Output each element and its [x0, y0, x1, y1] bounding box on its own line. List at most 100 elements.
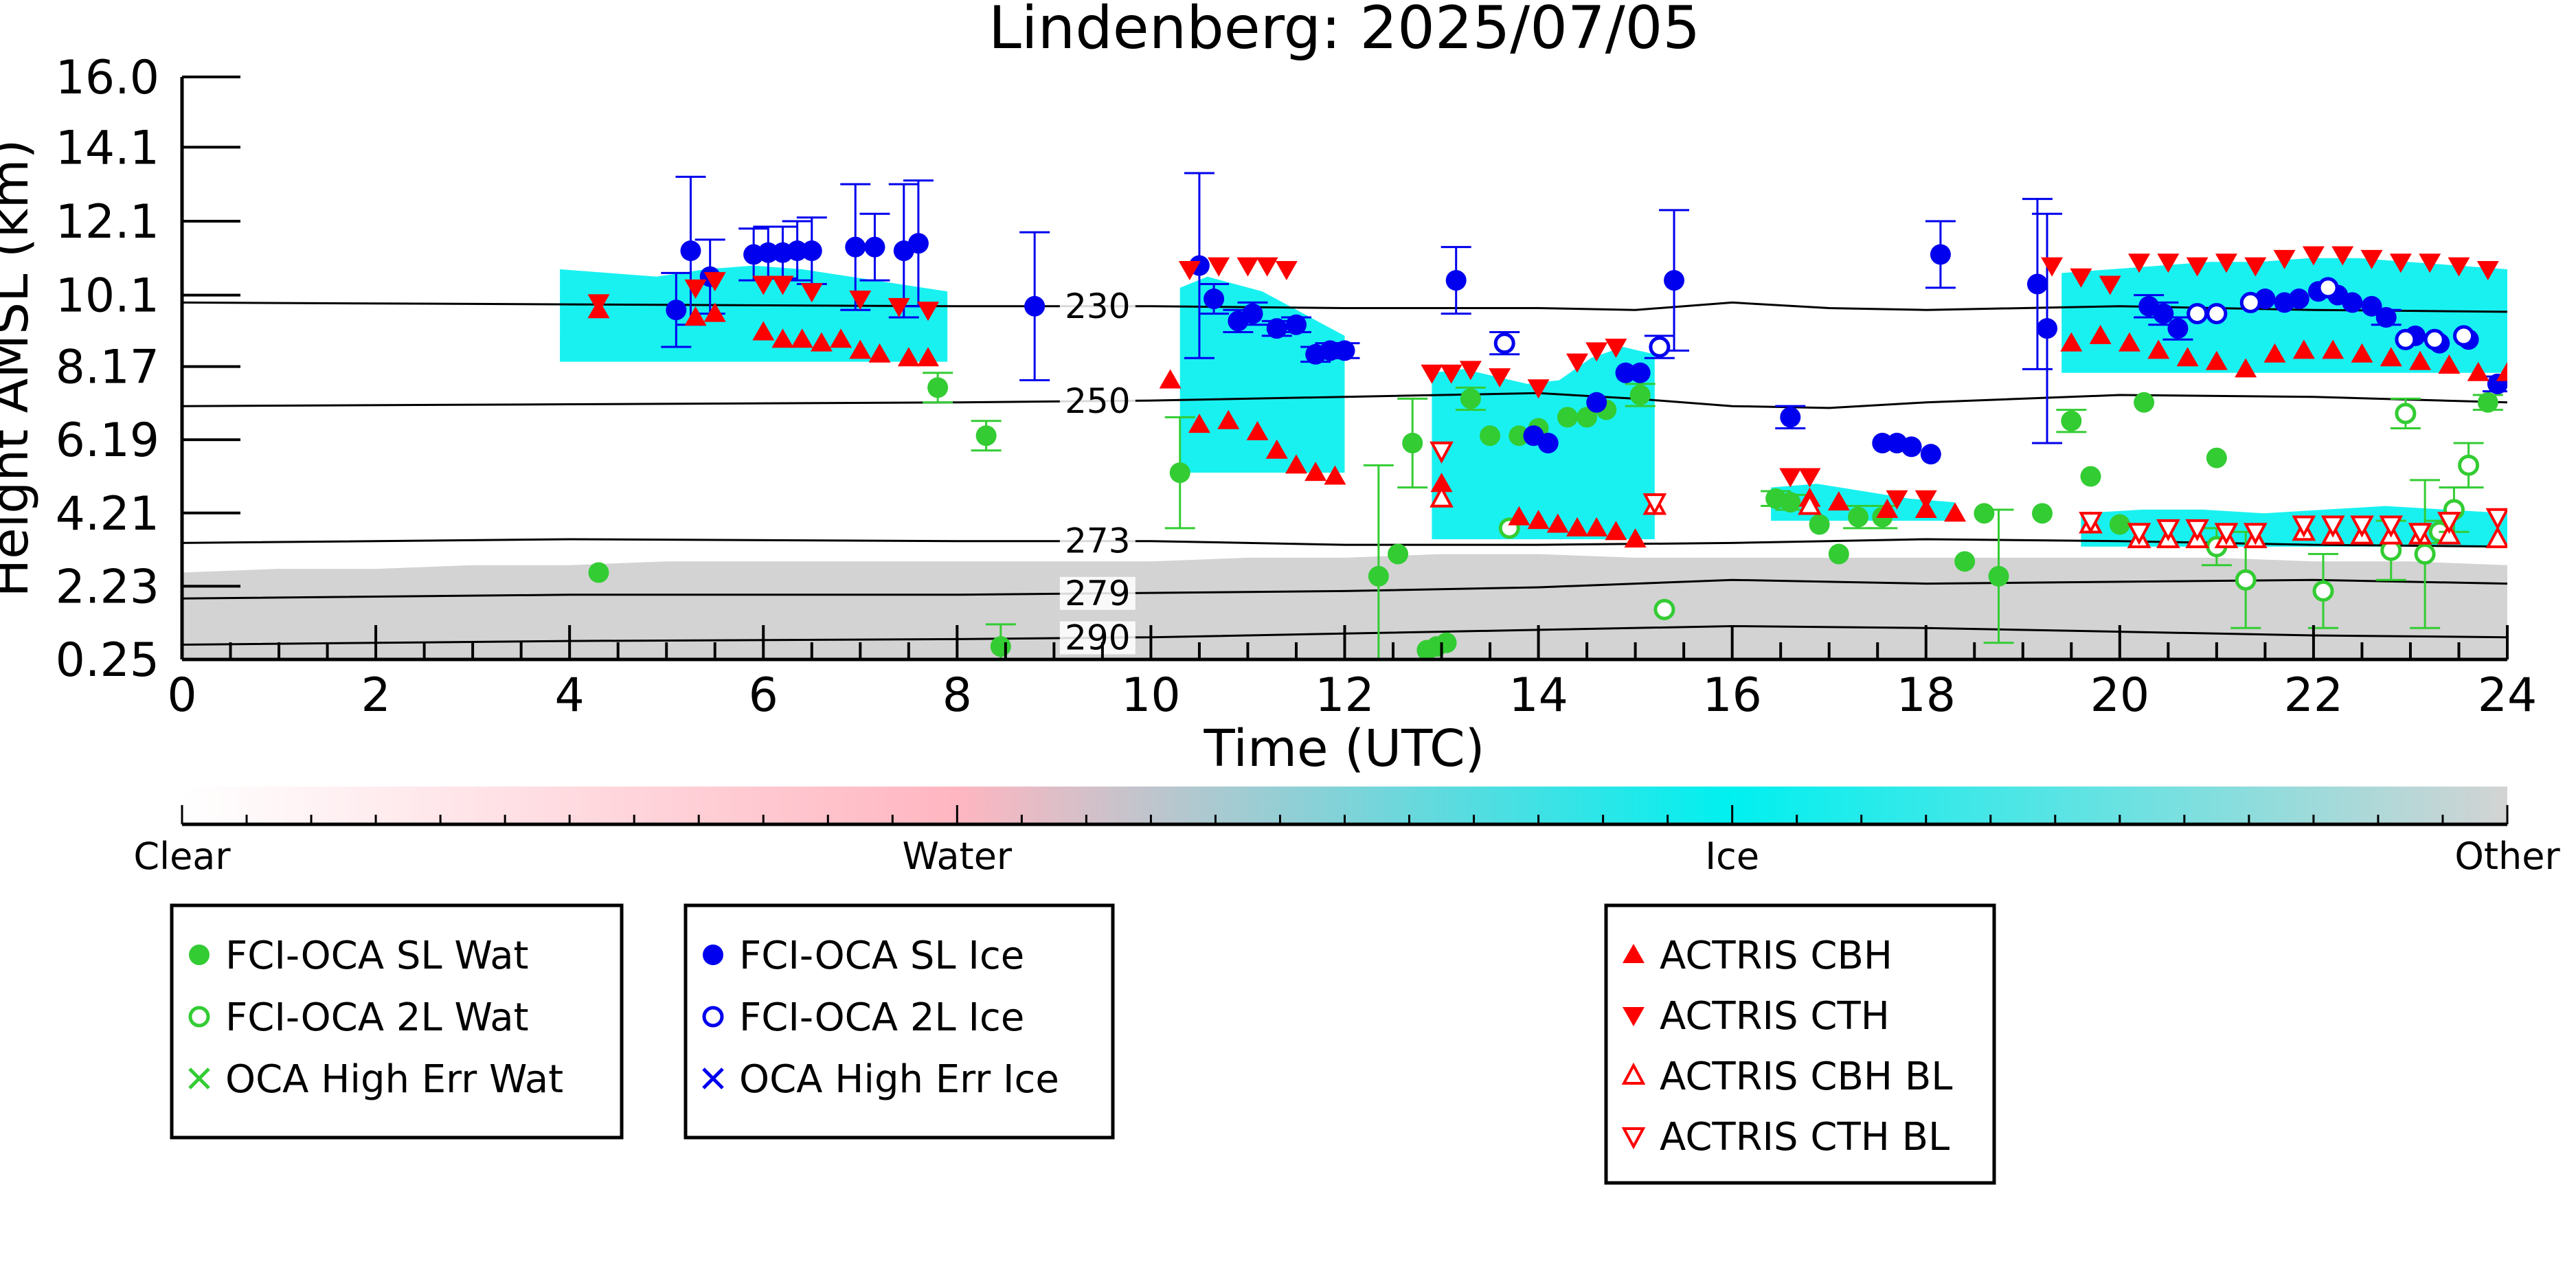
- point-actris-cbh-26: [1605, 521, 1627, 541]
- point-fci-oca-sl-ice-21: [1334, 340, 1355, 361]
- isotherm-279-line: [181, 578, 2508, 600]
- series-fci-oca-sl-ice: [661, 172, 2507, 465]
- y-tick-label-12.1: 12.1: [56, 195, 159, 249]
- point-actris-cbh-legend: [1623, 944, 1645, 963]
- colorbar-labels: Clear Water Ice Other: [133, 835, 2560, 878]
- point-fci-oca-2l-ice-8: [2453, 325, 2475, 347]
- point-actris-cbh-41: [2292, 339, 2315, 359]
- point-fci-oca-sl-ice-12: [1024, 295, 1046, 317]
- point-actris-cbh-39: [2235, 358, 2257, 378]
- point-actris-cth-40: [2448, 257, 2470, 277]
- series-fci-oca-2l-wat: [1498, 397, 2484, 629]
- point-fci-oca-sl-ice-38: [2153, 303, 2174, 324]
- y-tick-label-8.17: 8.17: [56, 341, 159, 395]
- point-actris-cth-36: [2331, 246, 2354, 266]
- point-actris-cbh-19: [1324, 465, 1346, 485]
- point-actris-cbh-9: [868, 343, 891, 363]
- legend-box-1: FCI-OCA SL Wat FCI-OCA 2L Wat OCA High Err…: [170, 903, 624, 1140]
- point-fci-oca-sl-wat-23: [1848, 506, 1869, 528]
- point-actris-cbh-35: [2118, 332, 2140, 352]
- point-fci-oca-sl-ice-7: [801, 240, 822, 262]
- point-actris-cbh-21: [1508, 506, 1530, 526]
- point-actris-cth-18: [1527, 379, 1550, 399]
- x-tick-label-12: 12: [1315, 668, 1375, 723]
- point-actris-cth-12: [1256, 257, 1278, 277]
- point-fci-oca-sl-wat-7: [1402, 433, 1423, 454]
- point-actris-cbh-32: [1944, 502, 1967, 522]
- point-actris-cth-20: [1585, 342, 1608, 362]
- point-actris-cth-bl-legend: [1621, 1127, 1646, 1150]
- isotherm-290-label: 290: [1065, 618, 1130, 657]
- point-fci-oca-sl-ice-33: [1920, 444, 1941, 465]
- point-actris-cbh-33: [2060, 332, 2083, 352]
- point-actris-cth-17: [1489, 368, 1511, 388]
- point-fci-oca-sl-wat-5: [1368, 565, 1389, 587]
- point-actris-cbh-17: [1285, 454, 1307, 474]
- x-tick-label-24: 24: [2478, 668, 2538, 723]
- point-actris-cth-bl-13: [2437, 512, 2461, 534]
- point-actris-cbh-23: [1546, 513, 1569, 533]
- point-actris-cth-bl-9: [2320, 515, 2345, 538]
- point-oca-high-err-wat-legend: [188, 1067, 210, 1089]
- point-fci-oca-sl-wat-34: [2477, 392, 2498, 413]
- legend-marker-fci-oca-sl-wat: [189, 945, 210, 965]
- isotherm-273-label-bg: [1059, 524, 1136, 558]
- point-fci-oca-sl-ice-20: [1320, 340, 1341, 361]
- legend-label-actris-cbh: ACTRIS CBH: [1660, 934, 1893, 978]
- point-fci-oca-2l-wat-7: [2414, 543, 2436, 565]
- point-fci-oca-2l-ice-6: [2395, 328, 2417, 350]
- isotherm-230-label: 230: [1065, 286, 1130, 326]
- point-fci-oca-2l-wat-6: [2395, 403, 2417, 425]
- point-actris-cbh-7: [830, 328, 852, 348]
- point-actris-cth-41: [2476, 260, 2499, 280]
- legend-label-actris-cth: ACTRIS CTH: [1660, 994, 1890, 1039]
- point-actris-cbh-48: [2496, 361, 2507, 381]
- point-actris-cth-39: [2419, 253, 2441, 273]
- point-fci-oca-sl-ice-34: [1930, 244, 1951, 265]
- point-fci-oca-sl-ice-22: [1445, 270, 1467, 291]
- point-actris-cth-bl-12: [2408, 523, 2432, 545]
- point-fci-oca-sl-ice-42: [2288, 289, 2309, 310]
- legend-box-3: ACTRIS CBH ACTRIS CTH ACTRIS CBH BL ACTRIS …: [1604, 903, 1996, 1185]
- point-actris-cth-bl-0: [1430, 441, 1454, 464]
- point-actris-cth-13: [1275, 260, 1298, 280]
- point-actris-cbh-16: [1265, 439, 1288, 459]
- point-fci-oca-2l-ice-7: [2424, 328, 2445, 350]
- point-actris-cth-14: [1421, 364, 1443, 384]
- y-tick-label-4.21: 4.21: [56, 487, 159, 541]
- point-actris-cth-2: [703, 272, 726, 292]
- point-fci-oca-sl-ice-11: [907, 233, 929, 254]
- point-actris-cbh-34: [2089, 324, 2112, 344]
- point-fci-oca-sl-wat-26: [1974, 503, 1995, 524]
- point-actris-cth-4: [771, 275, 794, 295]
- point-actris-cbh-45: [2409, 350, 2432, 370]
- point-fci-oca-sl-ice-32: [1901, 436, 1922, 457]
- legend-label-fci-oca-sl-ice: FCI-OCA SL Ice: [739, 934, 1024, 978]
- point-actris-cth-28: [2099, 275, 2121, 295]
- point-actris-cbh-15: [1246, 420, 1269, 440]
- point-fci-oca-sl-ice-26: [1615, 362, 1636, 383]
- point-fci-oca-2l-wat-4: [2312, 580, 2334, 602]
- point-fci-oca-sl-ice-46: [2361, 295, 2382, 317]
- point-fci-oca-sl-wat-28: [2032, 503, 2053, 524]
- point-fci-oca-sl-ice-24: [1537, 433, 1559, 454]
- point-actris-cbh-37: [2176, 347, 2199, 367]
- point-actris-cth-bl-10: [2350, 515, 2374, 538]
- point-actris-cth-26: [2041, 257, 2064, 277]
- legend: FCI-OCA SL Wat FCI-OCA 2L Wat OCA High Err…: [170, 903, 1996, 1185]
- point-fci-oca-sl-wat-30: [2080, 466, 2101, 487]
- point-actris-cth-22: [1779, 468, 1802, 488]
- point-fci-oca-sl-ice-6: [787, 240, 808, 262]
- point-fci-oca-sl-ice-36: [2037, 318, 2058, 339]
- point-actris-cbh-bl-legend: [1621, 1062, 1646, 1085]
- colorbar-label-clear: Clear: [133, 835, 231, 878]
- x-tick-label-10: 10: [1121, 668, 1181, 723]
- point-actris-cbh-42: [2322, 339, 2345, 359]
- point-actris-cbh-12: [1159, 369, 1182, 389]
- point-fci-oca-2l-ice-4: [2239, 291, 2261, 313]
- point-actris-cbh-25: [1585, 517, 1608, 536]
- point-fci-oca-sl-wat-18: [1629, 385, 1651, 406]
- legend-label-oca-high-err-ice: OCA High Err Ice: [739, 1057, 1059, 1102]
- point-actris-cbh-bl-2: [1798, 493, 1822, 515]
